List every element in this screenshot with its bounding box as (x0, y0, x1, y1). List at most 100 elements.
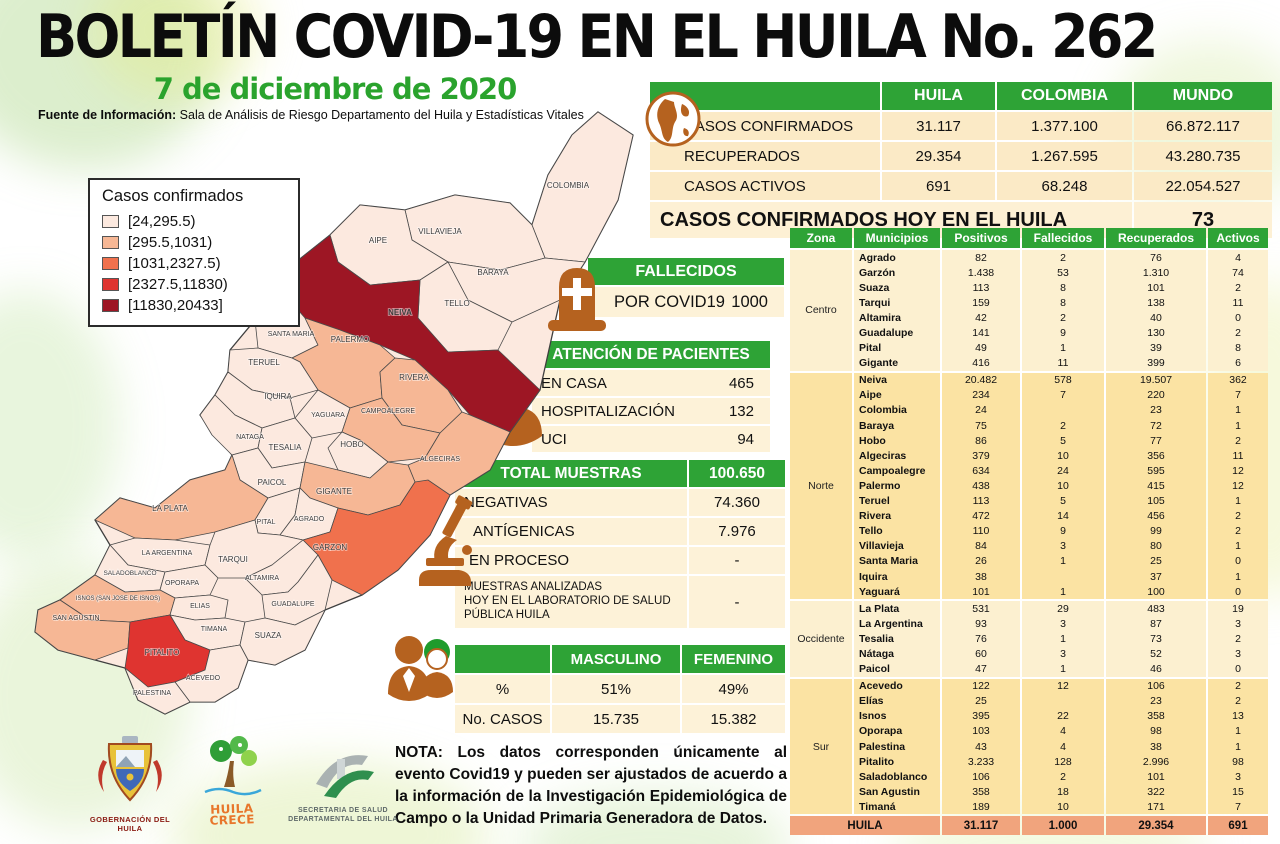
municipality-value: 1 (1208, 538, 1268, 554)
legend-label: [1031,2327.5) (128, 255, 221, 272)
municipality-name: Altamira (854, 310, 940, 326)
summary-value: 68.248 (997, 172, 1132, 200)
municipality-value: 1.310 (1106, 265, 1206, 281)
municipality-value: 3 (1208, 646, 1268, 662)
zone-block-occidente: Occidente La Plata 531 29 483 19 La Argentina 9… (790, 601, 1270, 677)
municipality-name: Iquira (854, 568, 940, 585)
atencion-label: UCI (541, 430, 567, 448)
municipality-value: 43 (942, 739, 1020, 755)
municipality-name: Campoalegre (854, 463, 940, 479)
gender-value: 15.735 (552, 705, 680, 733)
municipality-value: 103 (942, 723, 1020, 739)
municipality-value: 531 (942, 601, 1020, 617)
map-label-elias: ELIAS (190, 603, 210, 610)
municipality-value: 29 (1022, 601, 1104, 617)
municipality-value: 634 (942, 463, 1020, 479)
municipality-value: 3.233 (942, 754, 1020, 770)
municipality-name: Hobo (854, 433, 940, 449)
zone-label: Centro (790, 250, 852, 371)
muestras-title: TOTAL MUESTRAS (455, 460, 687, 487)
municipality-name: Guadalupe (854, 325, 940, 341)
map-label-garzon: GARZON (313, 543, 347, 552)
municipality-name: Yaguará (854, 584, 940, 600)
municipality-value: 1 (1022, 340, 1104, 356)
municipality-value: 52 (1106, 646, 1206, 662)
municipality-value: 3 (1208, 769, 1268, 785)
map-label-agrado: AGRADO (294, 516, 325, 523)
municipality-value: 122 (942, 678, 1020, 694)
municipality-value: 171 (1106, 799, 1206, 815)
municipality-value: 3 (1022, 538, 1104, 554)
map-label-rivera: RIVERA (399, 373, 429, 382)
logo-secretaria-salud: SECRETARIA DE SALUD DEPARTAMENTAL DEL HUI… (288, 742, 398, 825)
municipality-value: 0 (1208, 661, 1268, 677)
summary-header-colombia: COLOMBIA (997, 82, 1132, 110)
municipality-value: 10 (1022, 799, 1104, 815)
municipality-value: 578 (1022, 372, 1104, 388)
legend-swatch (102, 236, 119, 249)
municipality-value: 1 (1022, 631, 1104, 647)
map-label-palermo: PALERMO (331, 335, 370, 344)
municipality-value: 8 (1022, 295, 1104, 311)
municipality-value: 2 (1208, 678, 1268, 694)
municipality-value: 358 (1106, 708, 1206, 724)
municipality-value: 1.438 (942, 265, 1020, 281)
tombstone-icon (548, 268, 606, 331)
huila-choropleth-map: COLOMBIA VILLAVIEJA AIPE BARAYA TELLO NEIVA SA… (34, 111, 634, 715)
zone-block-centro: Centro Agrado 82 2 76 4 Garzón 1.438 53 1.310 74 Su… (790, 250, 1270, 371)
municipality-value: 395 (942, 708, 1020, 724)
municipality-value: 26 (942, 553, 1020, 569)
municipality-value: 11 (1022, 355, 1104, 371)
municipality-value: 130 (1106, 325, 1206, 341)
municipality-value: 12 (1208, 463, 1268, 479)
municipality-value: 1 (1208, 418, 1268, 434)
map-label-saladoblanco: SALADOBLANCO (103, 570, 156, 577)
municipality-value: 53 (1022, 265, 1104, 281)
map-label-altamira: ALTAMIRA (245, 575, 279, 582)
gender-value: 49% (682, 675, 785, 703)
total-value: 31.117 (942, 816, 1020, 836)
legend-label: [2327.5,11830) (128, 276, 228, 293)
legend-row: [1031,2327.5) (102, 253, 288, 274)
legend-swatch (102, 257, 119, 270)
atencion-row: EN CASA 465 (532, 370, 770, 396)
atencion-value: 132 (728, 402, 754, 420)
map-region-palestina (124, 667, 191, 715)
municipality-value: 49 (942, 340, 1020, 356)
municipality-value: 2 (1208, 693, 1268, 709)
municipality-value: 10 (1022, 448, 1104, 464)
municipality-name: Pitalito (854, 754, 940, 770)
municipality-value: 38 (942, 568, 1020, 585)
municipality-name: Palermo (854, 478, 940, 494)
municipality-value: 2 (1208, 280, 1268, 296)
municipality-value: 358 (942, 784, 1020, 800)
gender-header-femenino: FEMENINO (682, 645, 785, 673)
fallecidos-header: FALLECIDOS (588, 258, 784, 285)
municipality-value: 2 (1022, 418, 1104, 434)
municipality-value: 0 (1208, 584, 1268, 600)
municipality-value: 73 (1106, 631, 1206, 647)
map-label-oporapa: OPORAPA (165, 580, 199, 587)
municipality-name: Oporapa (854, 723, 940, 739)
bulletin-date: 7 de diciembre de 2020 (153, 72, 518, 106)
municipality-value (1022, 402, 1104, 419)
municipality-value: 77 (1106, 433, 1206, 449)
summary-value: 1.267.595 (997, 142, 1132, 170)
legend-swatch (102, 278, 119, 291)
municipality-value: 2 (1208, 631, 1268, 647)
municipality-value: 7 (1022, 387, 1104, 403)
summary-value: 22.054.527 (1134, 172, 1272, 200)
map-region-tarqui (204, 519, 304, 579)
municipality-value: 2 (1022, 769, 1104, 785)
municipality-name: Neiva (854, 372, 940, 388)
gobernacion-crest-icon (98, 736, 162, 802)
municipality-value: 11 (1208, 295, 1268, 311)
municipality-value: 0 (1208, 310, 1268, 326)
municipality-value: 11 (1208, 448, 1268, 464)
municipality-name: Palestina (854, 739, 940, 755)
map-label-timana: TIMANA (201, 626, 228, 633)
municipality-value: 19 (1208, 601, 1268, 617)
municipality-value: 37 (1106, 568, 1206, 585)
municipality-value: 76 (942, 631, 1020, 647)
municipality-name: Tello (854, 523, 940, 539)
